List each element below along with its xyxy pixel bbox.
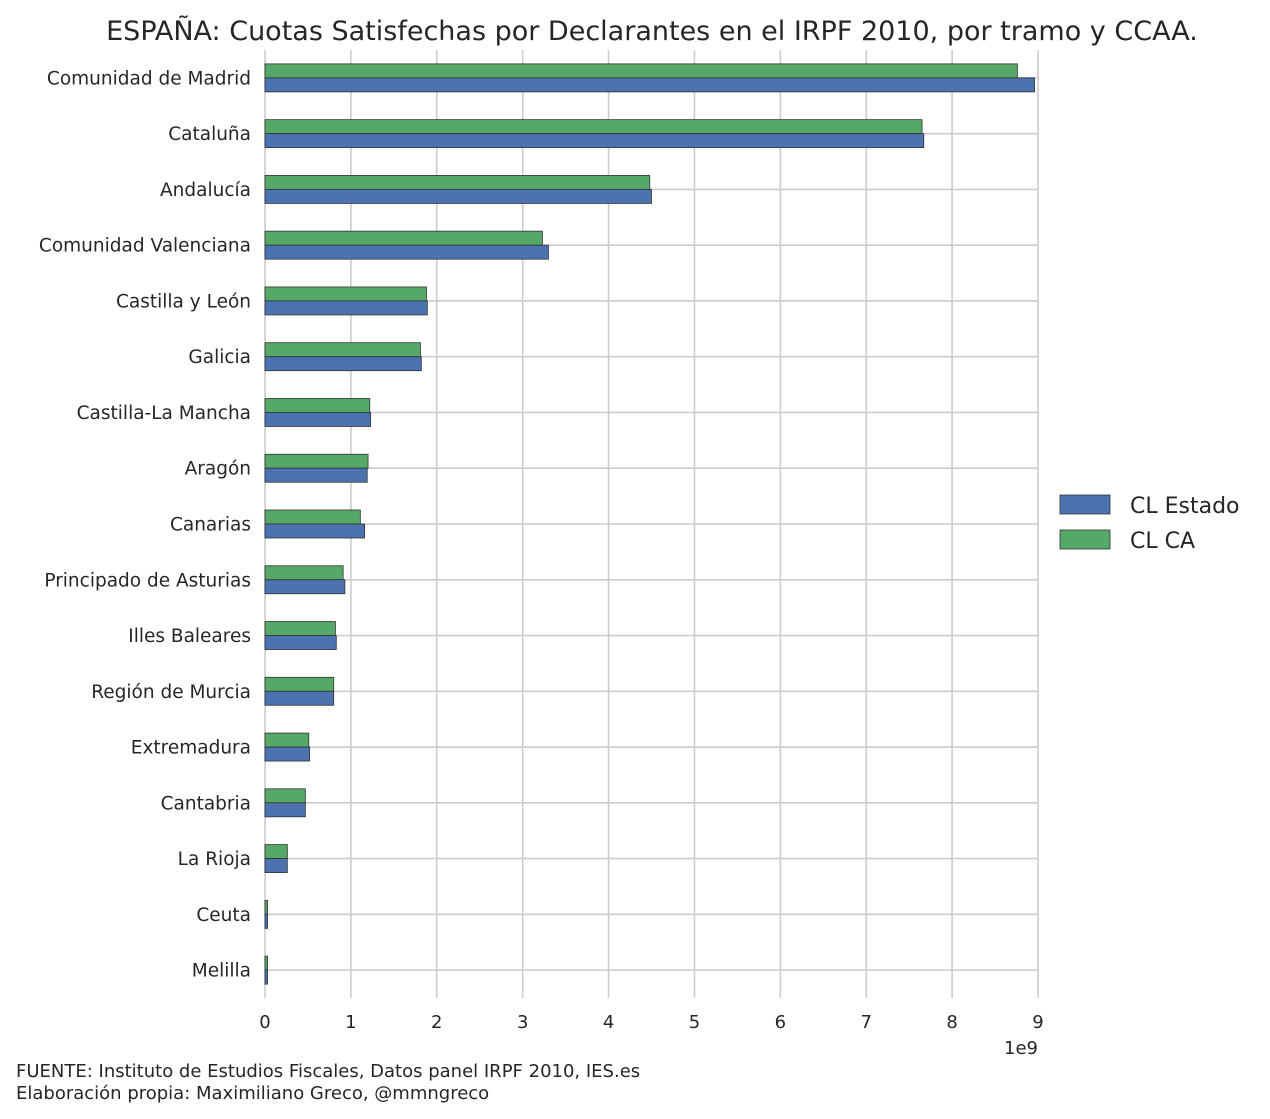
bar-cl-estado	[264, 802, 306, 818]
legend-swatch	[1059, 494, 1111, 515]
bar-cl-estado	[264, 858, 288, 873]
x-tick-label: 7	[860, 1012, 871, 1033]
footer-credit: Elaboración propia: Maximiliano Greco, @…	[16, 1083, 490, 1104]
category-label: Cataluña	[168, 124, 251, 145]
bar-cl-estado	[264, 746, 311, 762]
bar-cl-estado	[264, 189, 652, 204]
bar-cl-estado	[264, 77, 1035, 93]
bar-cl-ca	[264, 621, 336, 636]
bar-cl-ca	[264, 342, 421, 358]
legend-label: CL CA	[1130, 529, 1195, 554]
bar-layer	[264, 63, 1035, 985]
x-tick-label: 0	[259, 1012, 270, 1033]
x-tick-label: 2	[431, 1012, 442, 1033]
bar-cl-ca	[264, 899, 268, 915]
bar-cl-ca	[264, 398, 371, 413]
bar-cl-estado	[264, 690, 335, 706]
category-label: Comunidad de Madrid	[47, 68, 251, 89]
bar-cl-estado	[264, 913, 268, 929]
x-tick-label: 8	[946, 1012, 957, 1033]
bar-cl-ca	[264, 286, 427, 302]
category-label: Aragón	[185, 459, 251, 480]
bar-cl-ca	[264, 732, 310, 748]
category-label: Andalucía	[160, 180, 251, 201]
category-label: Castilla y León	[116, 291, 251, 312]
bar-cl-ca	[264, 119, 923, 135]
x-tick-labels: 0 1 2 3 4 5 6 7 8 9	[259, 1012, 1043, 1033]
bar-cl-ca	[264, 565, 344, 581]
bar-cl-estado	[264, 579, 346, 595]
bar-chart: ESPAÑA: Cuotas Satisfechas por Declarant…	[39, 15, 1240, 1059]
category-label: Illes Baleares	[128, 626, 251, 647]
category-label: Extremadura	[131, 738, 251, 759]
category-label: Castilla-La Mancha	[77, 403, 251, 424]
x-tick-label: 6	[775, 1012, 786, 1033]
x-multiplier-label: 1e9	[1004, 1038, 1038, 1059]
bar-cl-estado	[264, 300, 428, 316]
bar-cl-ca	[264, 63, 1018, 79]
category-label: Principado de Asturias	[44, 570, 251, 591]
category-label: La Rioja	[178, 849, 251, 870]
bar-cl-ca	[264, 509, 361, 525]
bar-cl-ca	[264, 453, 369, 469]
x-tick-label: 9	[1032, 1012, 1043, 1033]
category-label: Región de Murcia	[91, 682, 251, 703]
category-label: Melilla	[192, 961, 251, 982]
category-labels: Comunidad de Madrid Cataluña Andalucía Comu…	[39, 68, 251, 981]
legend-label: CL Estado	[1130, 494, 1240, 519]
legend: CL Estado CL CA	[1059, 494, 1240, 554]
bar-cl-estado	[264, 244, 549, 260]
bar-cl-estado	[264, 133, 925, 149]
bar-cl-ca	[264, 844, 288, 859]
bar-cl-estado	[264, 467, 368, 483]
chart-title: ESPAÑA: Cuotas Satisfechas por Declarant…	[106, 15, 1198, 47]
bar-cl-ca	[264, 175, 651, 190]
category-label: Comunidad Valenciana	[39, 236, 251, 257]
bar-cl-ca	[264, 788, 306, 804]
bar-cl-estado	[264, 635, 337, 650]
bar-cl-estado	[264, 412, 372, 427]
bar-cl-estado	[264, 969, 268, 985]
bar-cl-estado	[264, 356, 422, 372]
category-label: Ceuta	[196, 905, 251, 926]
x-tick-label: 3	[517, 1012, 528, 1033]
bar-cl-ca	[264, 676, 335, 692]
footer-source: FUENTE: Instituto de Estudios Fiscales, …	[16, 1061, 641, 1082]
bar-cl-ca	[264, 230, 543, 246]
category-label: Cantabria	[161, 793, 251, 814]
legend-swatch	[1059, 529, 1111, 550]
x-tick-label: 5	[689, 1012, 700, 1033]
bar-cl-estado	[264, 523, 366, 539]
category-label: Galicia	[188, 347, 251, 368]
bar-cl-ca	[264, 955, 268, 971]
x-tick-label: 4	[603, 1012, 614, 1033]
source-footer: FUENTE: Instituto de Estudios Fiscales, …	[16, 1061, 640, 1105]
category-label: Canarias	[170, 515, 251, 536]
x-tick-label: 1	[345, 1012, 356, 1033]
